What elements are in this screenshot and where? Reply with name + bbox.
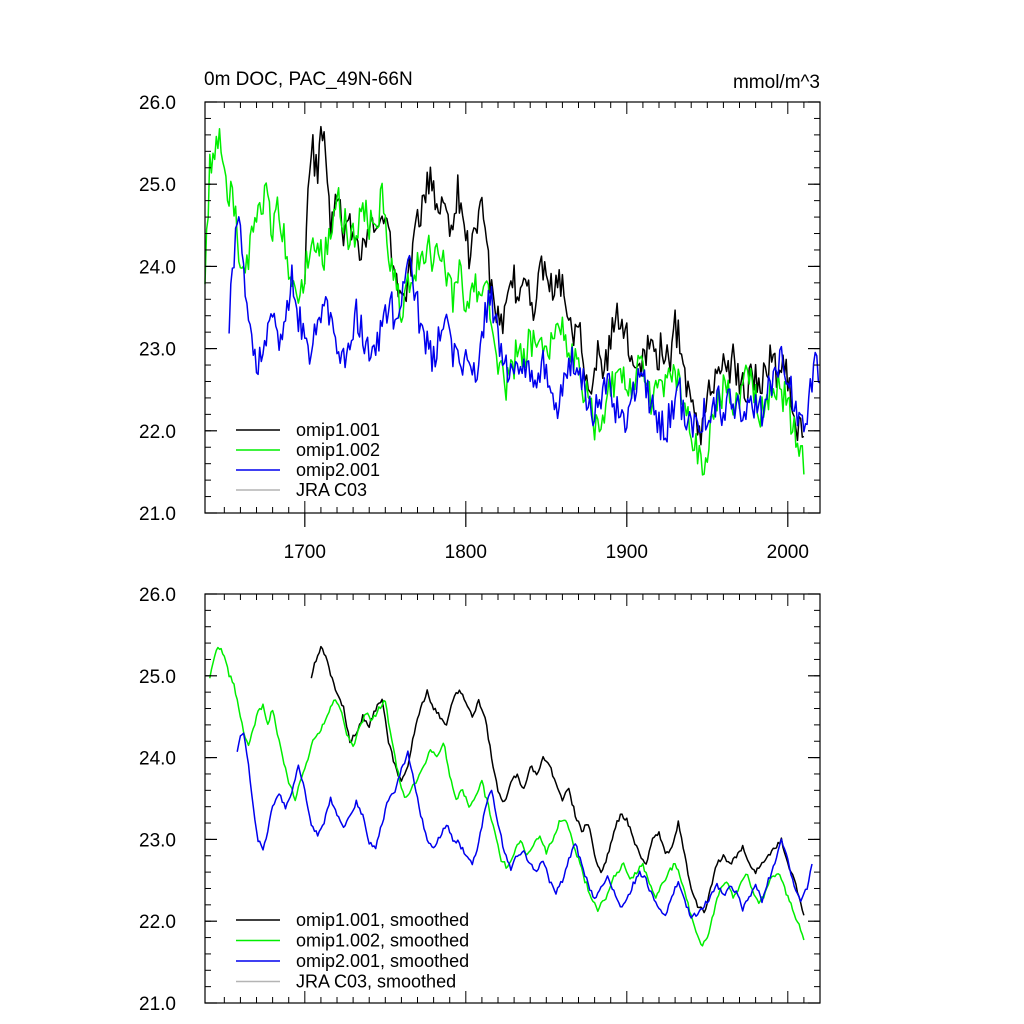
y-tick-label: 24.0 <box>139 257 176 278</box>
series-line-omip2-001-smoothed <box>236 732 813 919</box>
series-line-omip1-002 <box>204 128 805 476</box>
legend-label-omip2-001: omip2.001 <box>296 460 380 480</box>
y-tick-label: 21.0 <box>139 504 176 525</box>
legend-label-omip1-002: omip1.002 <box>296 440 380 460</box>
y-tick-label: 23.0 <box>139 340 176 361</box>
x-tick-label: 2000 <box>767 542 809 563</box>
x-tick-label: 1800 <box>445 542 487 563</box>
chart-title: 0m DOC, PAC_49N-66N <box>204 69 413 90</box>
legend-label-omip1-002-smoothed: omip1.002, smoothed <box>296 931 469 951</box>
y-tick-label: 23.0 <box>139 830 176 851</box>
series-line-omip2-001 <box>228 216 821 443</box>
axes-frame-top: 21.0 22.0 23.0 24.0 25.0 26.0 1700 1800 1900 2000 <box>139 93 821 563</box>
legend-label-omip1-001: omip1.001 <box>296 420 380 440</box>
legend-label-jra-c03-smoothed: JRA C03, smoothed <box>296 972 456 992</box>
y-tick-label: 22.0 <box>139 912 176 933</box>
plot-border <box>204 593 821 1004</box>
series-lines-top <box>204 125 821 476</box>
units-label: mmol/m^3 <box>733 72 820 93</box>
legend-label-omip1-001-smoothed: omip1.001, smoothed <box>296 910 469 930</box>
y-tick-label: 21.0 <box>139 994 176 1015</box>
y-tick-label: 26.0 <box>139 585 176 606</box>
x-tick-label: 1900 <box>606 542 648 563</box>
panel-bottom: 21.0 22.0 23.0 24.0 25.0 26.0 omip1.001, smoo… <box>139 585 821 1015</box>
series-line-omip1-001-smoothed <box>310 645 805 916</box>
series-line-omip1-001 <box>304 125 805 446</box>
series-line-omip1-002-smoothed <box>209 646 805 947</box>
series-lines-bottom <box>209 645 813 947</box>
x-tick-label: 1700 <box>284 542 326 563</box>
y-tick-label: 25.0 <box>139 175 176 196</box>
plot-border <box>204 101 821 514</box>
y-tick-label: 24.0 <box>139 749 176 770</box>
legend-label-omip2-001-smoothed: omip2.001, smoothed <box>296 951 469 971</box>
panel-top: 0m DOC, PAC_49N-66N mmol/m^3 21.0 22.0 23.… <box>139 69 821 563</box>
legend-label-jra-c03: JRA C03 <box>296 480 367 500</box>
y-tick-label: 22.0 <box>139 422 176 443</box>
y-tick-label: 25.0 <box>139 667 176 688</box>
axes-frame-bottom: 21.0 22.0 23.0 24.0 25.0 26.0 <box>139 585 821 1015</box>
y-tick-label: 26.0 <box>139 93 176 114</box>
